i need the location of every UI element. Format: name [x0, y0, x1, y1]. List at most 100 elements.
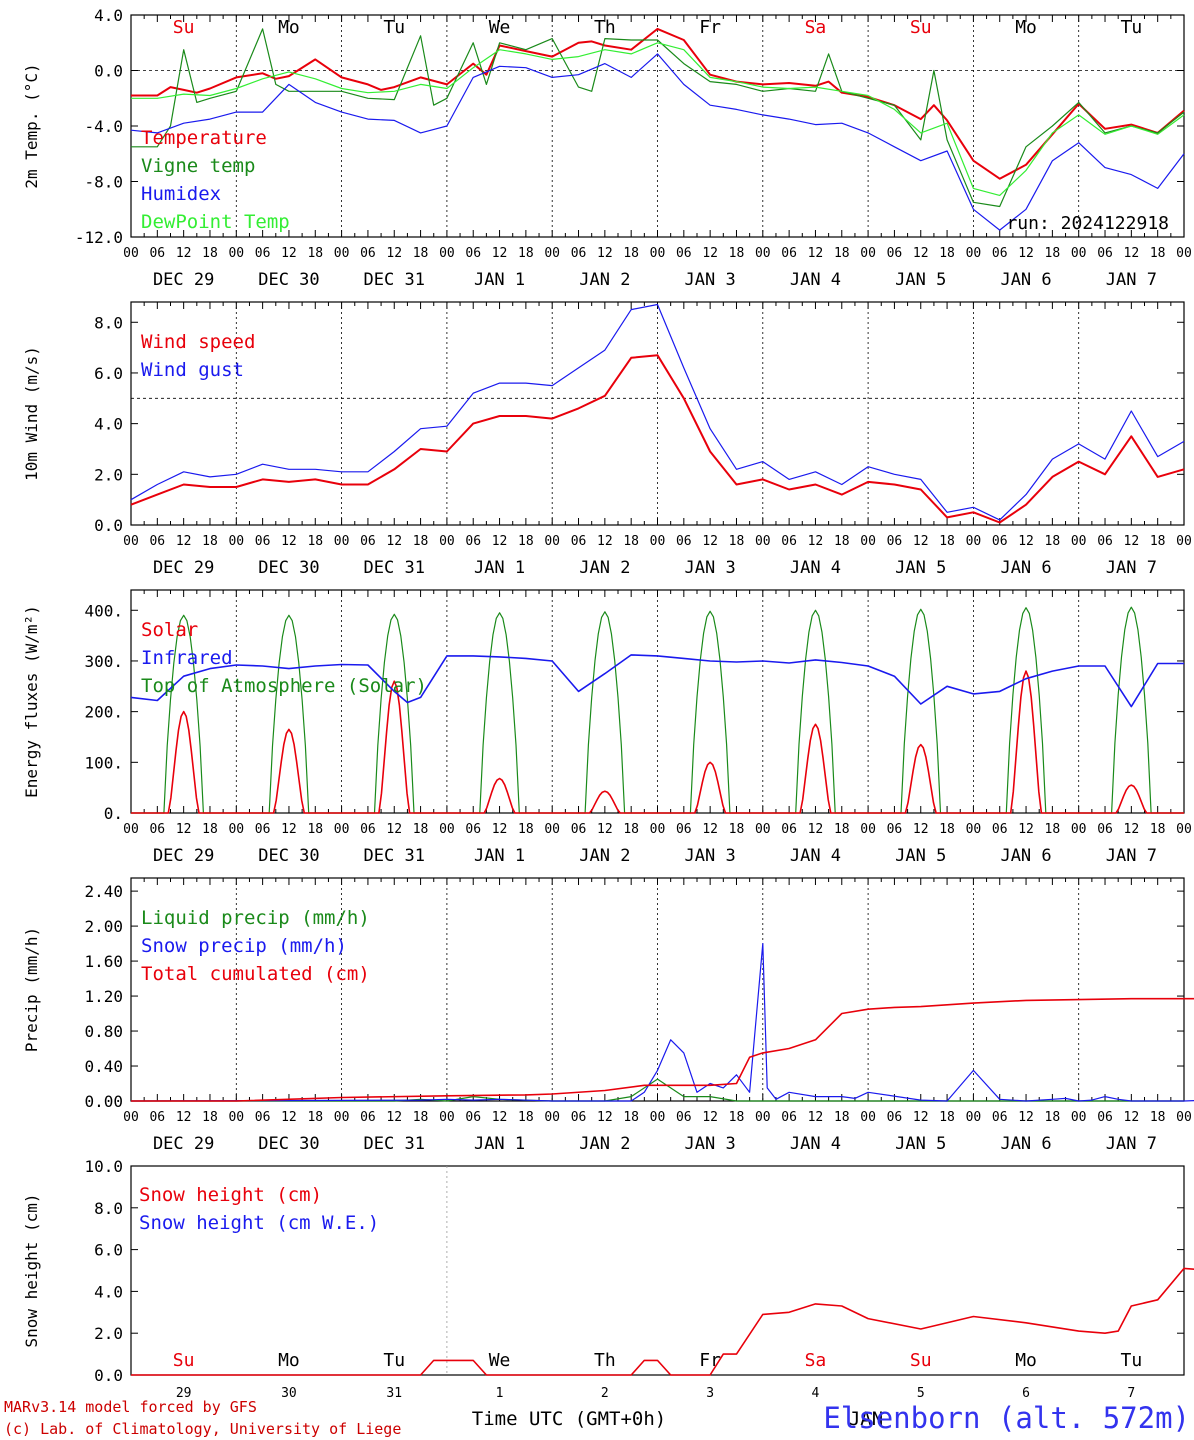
precip-hour-label: 06: [255, 1110, 271, 1125]
temp-hour-label: 00: [966, 246, 982, 261]
energy-hour-label: 12: [492, 822, 508, 837]
precip-hour-label: 00: [334, 1110, 350, 1125]
energy-y-tick-label: 0.: [104, 804, 123, 823]
energy-hour-label: 06: [149, 822, 165, 837]
wind-hour-label: 12: [492, 534, 508, 549]
energy-hour-label: 00: [334, 822, 350, 837]
wind-date-label: JAN 7: [1106, 558, 1157, 578]
precip-hour-label: 06: [465, 1110, 481, 1125]
energy-hour-label: 18: [729, 822, 745, 837]
wind-hour-label: 12: [176, 534, 192, 549]
energy-hour-label: 12: [176, 822, 192, 837]
precip-hour-label: 06: [887, 1110, 903, 1125]
precip-hour-label: 18: [1150, 1110, 1166, 1125]
precip-hour-label: 00: [650, 1110, 666, 1125]
precip-hour-label: 18: [623, 1110, 639, 1125]
snow-weekday-label: Su: [910, 1350, 932, 1371]
energy-hour-label: 18: [623, 822, 639, 837]
energy-hour-label: 12: [597, 822, 613, 837]
wind-hour-label: 00: [334, 534, 350, 549]
wind-hour-label: 18: [307, 534, 323, 549]
legend-snow-precip-mm-h-: Snow precip (mm/h): [141, 935, 347, 957]
snow-weekday-label: Su: [173, 1350, 195, 1371]
snow-y-tick-label: 2.0: [94, 1324, 123, 1343]
wind-hour-label: 06: [992, 534, 1008, 549]
precip-hour-label: 00: [544, 1110, 560, 1125]
precip-y-tick-label: 0.80: [84, 1022, 123, 1041]
precip-y-tick-label: 0.40: [84, 1057, 123, 1076]
precip-hour-label: 18: [202, 1110, 218, 1125]
precip-y-tick-label: 2.00: [84, 917, 123, 936]
wind-hour-label: 00: [1071, 534, 1087, 549]
snow-y-tick-label: 10.0: [84, 1157, 123, 1176]
snow-y-tick-label: 8.0: [94, 1199, 123, 1218]
precip-hour-label: 12: [386, 1110, 402, 1125]
precip-hour-label: 00: [1176, 1110, 1192, 1125]
wind-y-tick-label: 6.0: [94, 364, 123, 383]
temp-hour-label: 00: [1176, 246, 1192, 261]
legend-total-cumulated-cm-: Total cumulated (cm): [141, 963, 370, 985]
wind-hour-label: 12: [281, 534, 297, 549]
precip-hour-label: 06: [781, 1110, 797, 1125]
precip-hour-label: 12: [1124, 1110, 1140, 1125]
energy-date-label: JAN 1: [474, 846, 525, 866]
precip-hour-label: 00: [228, 1110, 244, 1125]
temp-y-axis-label: 2m Temp. (°C): [22, 63, 41, 188]
temp-hour-label: 12: [808, 246, 824, 261]
temp-hour-label: 00: [123, 246, 139, 261]
wind-hour-label: 18: [623, 534, 639, 549]
legend-wind-gust: Wind gust: [141, 359, 244, 381]
wind-hour-label: 12: [913, 534, 929, 549]
snow-weekday-label: We: [489, 1350, 511, 1371]
temp-hour-label: 06: [149, 246, 165, 261]
weekday-label: Mo: [1015, 17, 1037, 38]
temp-date-label: JAN 5: [895, 270, 946, 290]
energy-hour-label: 18: [413, 822, 429, 837]
energy-hour-label: 18: [1045, 822, 1061, 837]
precip-hour-label: 00: [860, 1110, 876, 1125]
energy-hour-label: 06: [360, 822, 376, 837]
weekday-label: We: [489, 17, 511, 38]
precip-hour-label: 12: [913, 1110, 929, 1125]
wind-hour-label: 00: [966, 534, 982, 549]
temp-date-label: DEC 29: [153, 270, 214, 290]
snow-day-number: 4: [812, 1386, 820, 1401]
temp-hour-label: 18: [202, 246, 218, 261]
snow-day-number: 3: [706, 1386, 714, 1401]
precip-y-axis-label: Precip (mm/h): [22, 927, 41, 1052]
weekday-label: Tu: [1121, 17, 1143, 38]
wind-hour-label: 00: [228, 534, 244, 549]
temp-date-label: JAN 1: [474, 270, 525, 290]
wind-panel: 8.0 6.0 4.0 2.0 0.0 10m Wind (m/s) 00 06 12 18 DEC…: [22, 301, 1192, 578]
energy-hour-label: 00: [650, 822, 666, 837]
run-label: run: 2024122918: [1006, 213, 1169, 234]
precip-date-label: JAN 3: [685, 1134, 736, 1154]
precip-hour-label: 00: [1071, 1110, 1087, 1125]
temp-hour-label: 00: [439, 246, 455, 261]
temp-panel: 4.0 0.0 -4.0 -8.0 -12.0 2m Temp. (°C) 00 06 12 18…: [22, 6, 1192, 290]
energy-hour-label: 00: [439, 822, 455, 837]
energy-panel: 400. 300. 200. 100. 0. Energy fluxes (W/m²) 00…: [22, 589, 1192, 866]
precip-hour-label: 12: [702, 1110, 718, 1125]
wind-hour-label: 00: [439, 534, 455, 549]
wind-hour-label: 06: [149, 534, 165, 549]
precip-hour-label: 18: [939, 1110, 955, 1125]
energy-hour-label: 06: [887, 822, 903, 837]
wind-date-label: DEC 30: [258, 558, 319, 578]
temp-series-dewpoint-temp: [131, 42, 1185, 196]
energy-hour-label: 12: [1018, 822, 1034, 837]
temp-hour-label: 00: [334, 246, 350, 261]
wind-hour-label: 06: [360, 534, 376, 549]
snow-weekday-label: Mo: [278, 1350, 300, 1371]
snow-day-number: 1: [496, 1386, 504, 1401]
wind-date-label: DEC 31: [364, 558, 425, 578]
wind-date-label: DEC 29: [153, 558, 214, 578]
wind-date-label: JAN 2: [579, 558, 630, 578]
temp-hour-label: 06: [571, 246, 587, 261]
temp-series-vigne-temp: [131, 28, 1185, 208]
energy-hour-label: 06: [255, 822, 271, 837]
wind-date-label: JAN 5: [895, 558, 946, 578]
energy-hour-label: 00: [966, 822, 982, 837]
legend-wind-speed: Wind speed: [141, 331, 255, 353]
temp-y-tick-label: -8.0: [84, 173, 123, 192]
